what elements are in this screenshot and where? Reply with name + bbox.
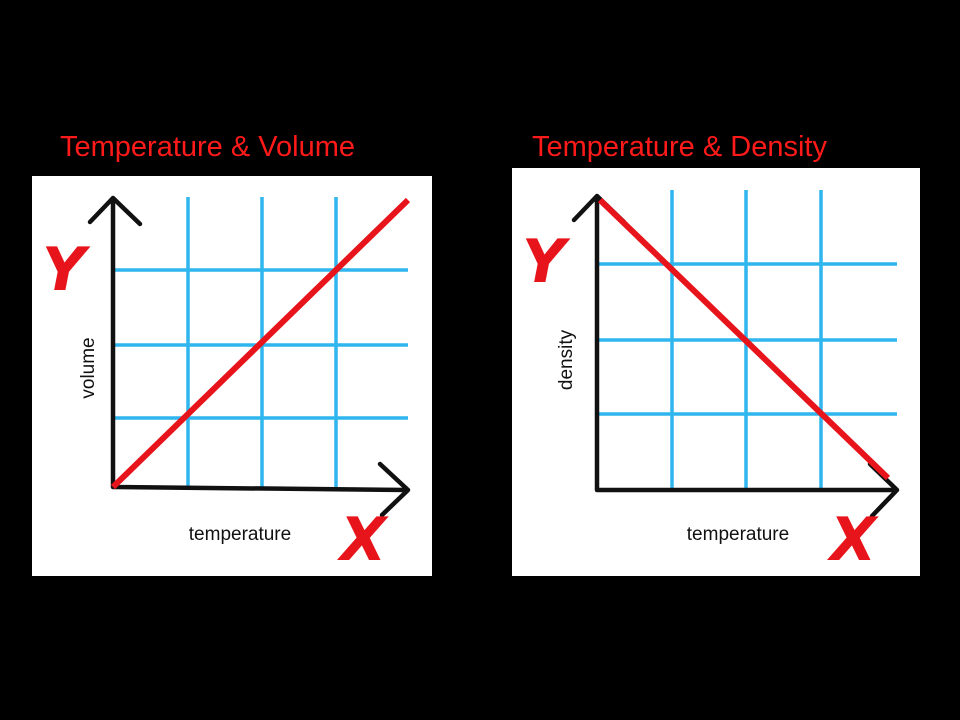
grid xyxy=(113,197,408,487)
x-label: temperature xyxy=(189,524,291,545)
panel-card xyxy=(512,168,920,576)
axes xyxy=(571,193,900,519)
x-letter: X xyxy=(826,505,879,575)
y-label: volume xyxy=(78,337,99,398)
panel-title: Temperature & Volume xyxy=(60,131,355,163)
axes xyxy=(87,195,411,518)
x-letter: X xyxy=(336,505,389,575)
trend-line xyxy=(110,197,411,490)
y-letter: Y xyxy=(522,227,571,297)
y-label: density xyxy=(556,329,577,390)
y-letter: Y xyxy=(42,235,91,305)
trend-line xyxy=(597,197,891,481)
panel-title: Temperature & Density xyxy=(532,131,827,163)
x-label: temperature xyxy=(687,524,789,545)
